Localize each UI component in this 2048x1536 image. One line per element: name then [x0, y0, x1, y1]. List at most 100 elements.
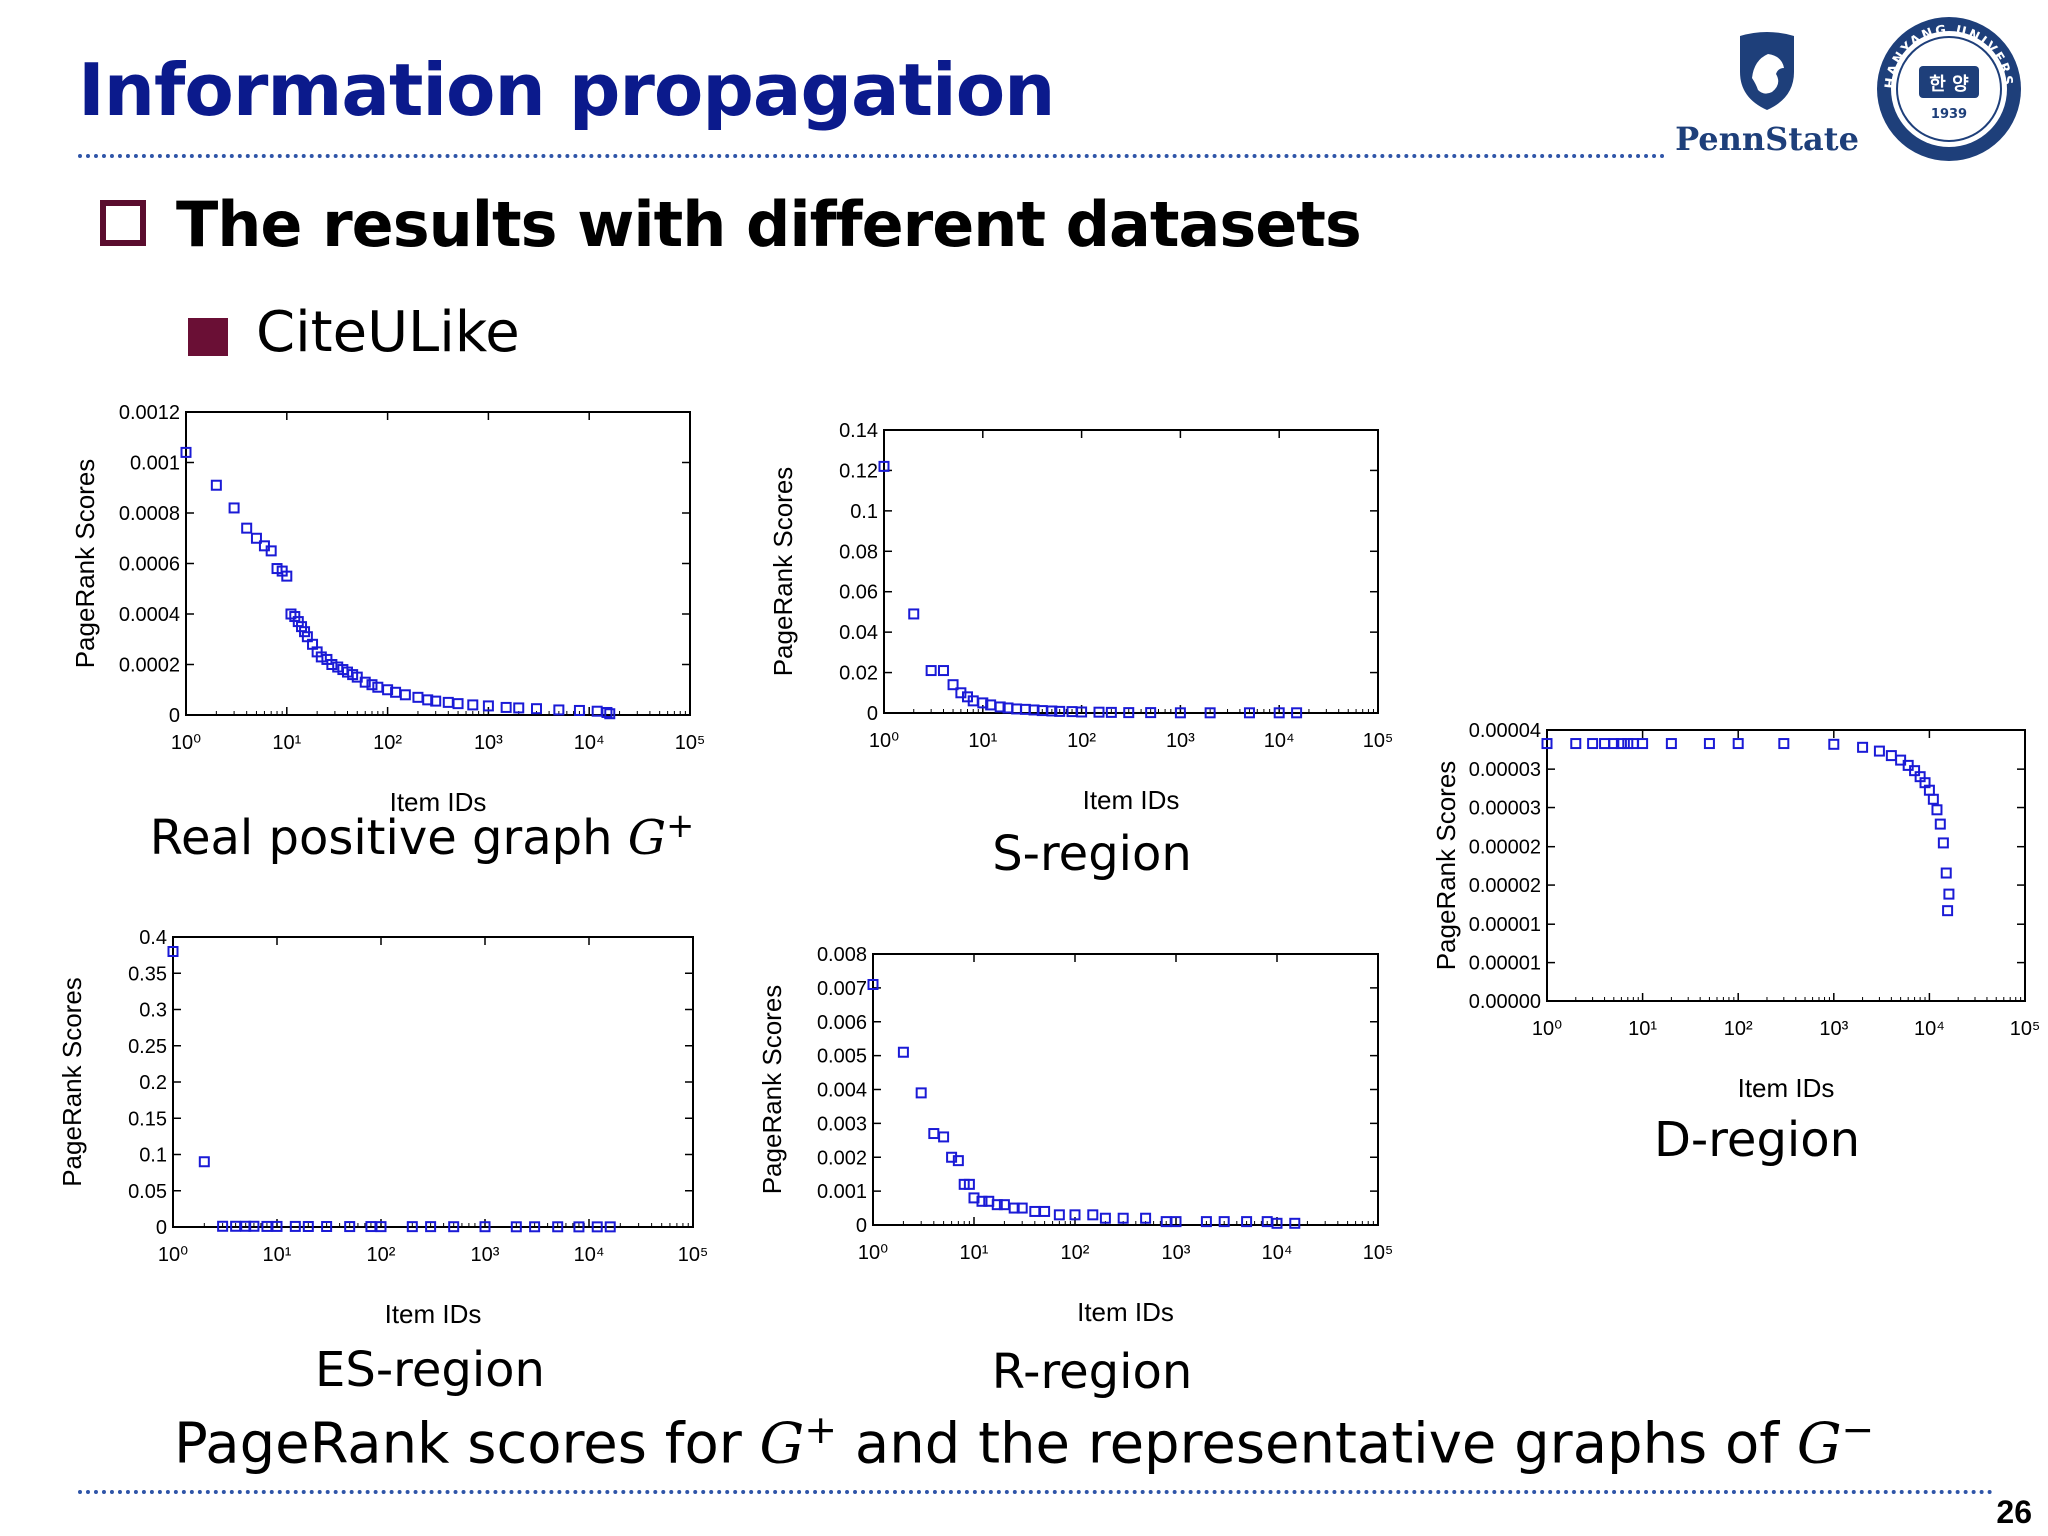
y-tick-label: 0.0004: [119, 604, 180, 626]
data-point: [1587, 738, 1599, 750]
data-point: [1940, 867, 1952, 879]
y-tick-label: 0: [867, 703, 878, 725]
data-point: [604, 708, 616, 720]
y-tick-label: 0.001: [130, 453, 180, 475]
data-point: [867, 978, 879, 990]
slide-title: Information propagation: [78, 48, 1055, 132]
x-tick-label: 10⁰: [171, 732, 201, 754]
x-tick-label: 10⁴: [1914, 1018, 1945, 1040]
data-point: [265, 545, 277, 557]
data-point: [359, 676, 371, 688]
x-tick-label: 10²: [367, 1244, 396, 1266]
y-tick-label: 0.25: [128, 1036, 167, 1058]
figure-caption-sup-2: −: [1841, 1408, 1875, 1453]
data-point: [1622, 738, 1634, 750]
x-tick-label: 10⁴: [1264, 730, 1295, 752]
chart-es-region: 10⁰ 10¹ 10² 10³ 10⁴ 10⁵ 0 0.05 0.1 0.15 0.2 0.25 0.3…: [57, 927, 709, 1329]
x-tick-label: 10³: [471, 1244, 500, 1266]
y-tick-label: 0: [169, 705, 180, 727]
chart-real-positive-graph: 10⁰ 10¹ 10² 10³ 10⁴ 10⁵ 0 0.0002 0.0004 0.0006 0.0…: [70, 402, 706, 817]
data-point: [1927, 793, 1939, 805]
y-axis-label: PageRank Scores: [57, 977, 87, 1187]
x-tick-label: 10²: [1061, 1242, 1090, 1264]
x-tick-label: 10¹: [960, 1242, 989, 1264]
x-tick-label: 10⁴: [1262, 1242, 1293, 1264]
chart-s-region: 10⁰ 10¹ 10² 10³ 10⁴ 10⁵ 0 0.02 0.04 0.06 0.08 0.1 0.…: [768, 420, 1393, 815]
y-tick-label: 0.00001: [1469, 953, 1541, 975]
data-point: [897, 1046, 909, 1058]
data-point: [1016, 1202, 1028, 1214]
data-point: [250, 532, 262, 544]
y-tick-label: 0.00003: [1469, 759, 1541, 781]
y-tick-label: 0: [856, 1215, 867, 1237]
y-tick-label: 0.1: [850, 501, 878, 523]
data-point: [1008, 1202, 1020, 1214]
y-tick-label: 0.007: [817, 978, 867, 1000]
pennstate-wordmark: PennState: [1675, 120, 1859, 158]
data-point: [366, 679, 378, 691]
plot-frame: [185, 411, 691, 716]
data-point: [1637, 738, 1649, 750]
x-axis-label: Item IDs: [1077, 1297, 1174, 1327]
x-tick-label: 10³: [1162, 1242, 1191, 1264]
chart-r-region: 10⁰ 10¹ 10² 10³ 10⁴ 10⁵ 0 0.001 0.002 0.003 0.004 0…: [757, 944, 1393, 1327]
data-point: [513, 702, 525, 714]
y-tick-label: 0.008: [817, 944, 867, 966]
data-point: [399, 689, 411, 701]
data-point: [1218, 1216, 1230, 1228]
x-tick-label: 10⁵: [678, 1244, 709, 1266]
footer-divider: [78, 1490, 1994, 1494]
y-tick-label: 0.08: [839, 541, 878, 563]
hanyang-center-text: 한 양: [1929, 74, 1969, 95]
data-point: [1241, 1216, 1253, 1228]
y-tick-label: 0.003: [817, 1113, 867, 1135]
data-point: [946, 1151, 958, 1163]
y-tick-label: 0.002: [817, 1147, 867, 1169]
data-point: [573, 1221, 585, 1233]
y-tick-label: 0.0006: [119, 554, 180, 576]
x-tick-label: 10⁴: [574, 1244, 605, 1266]
data-point: [530, 703, 542, 715]
filled-square-bullet-icon: [188, 318, 228, 356]
data-point: [180, 446, 192, 458]
y-axis-label: PageRank Scores: [768, 467, 798, 677]
data-point: [425, 1221, 437, 1233]
y-tick-label: 0.005: [817, 1046, 867, 1068]
data-point: [1053, 1209, 1065, 1221]
data-point: [467, 699, 479, 711]
x-tick-label: 10⁵: [1363, 1242, 1394, 1264]
x-tick-label: 10⁵: [2010, 1018, 2041, 1040]
y-tick-label: 0.14: [839, 420, 878, 442]
data-point: [315, 651, 327, 663]
data-point: [228, 502, 240, 514]
y-axis-label: PageRank Scores: [1431, 761, 1461, 971]
x-tick-label: 10¹: [968, 730, 997, 752]
y-tick-label: 0.15: [128, 1108, 167, 1130]
data-point: [482, 700, 494, 712]
chart-d-region: 10⁰ 10¹ 10² 10³ 10⁴ 10⁵ 0.00000 0.00001 0.00001 0…: [1431, 720, 2040, 1103]
data-point: [1046, 705, 1058, 717]
caption-real-positive-graph: Real positive graph G+: [150, 806, 695, 866]
nittany-lion-icon: [1752, 54, 1784, 94]
data-point: [198, 1156, 210, 1168]
pennstate-logo: PennState: [1675, 32, 1859, 158]
plot-frame: [883, 429, 1379, 714]
data-point: [479, 1221, 491, 1233]
x-tick-label: 10⁵: [675, 732, 706, 754]
data-point: [1289, 1217, 1301, 1229]
bullet-level1-text: The results with different datasets: [176, 188, 1362, 261]
data-point: [601, 706, 613, 718]
data-point: [430, 695, 442, 707]
plot-frame: [872, 953, 1379, 1226]
data-point: [382, 684, 394, 696]
data-point: [1105, 706, 1117, 718]
x-tick-label: 10⁰: [858, 1242, 888, 1264]
data-point: [261, 1220, 273, 1232]
hollow-square-bullet-icon: [100, 200, 146, 246]
x-tick-label: 10¹: [263, 1244, 292, 1266]
data-point: [1570, 738, 1582, 750]
data-point: [1123, 707, 1135, 719]
data-point: [1778, 738, 1790, 750]
data-point: [1174, 707, 1186, 719]
caption-d-region: D-region: [1653, 1112, 1861, 1168]
